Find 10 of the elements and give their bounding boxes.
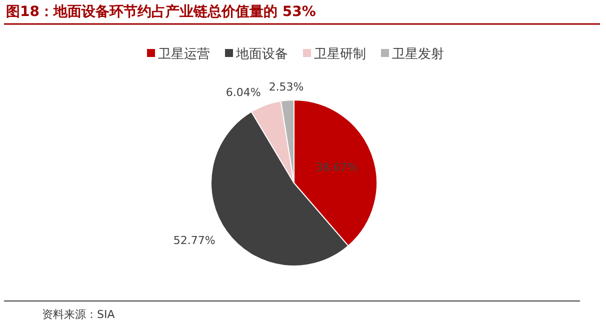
data-label: 2.53% [268,80,304,94]
legend-label: 卫星运营 [158,47,210,62]
legend-label: 卫星发射 [392,47,444,62]
data-label: 6.04% [226,86,261,99]
legend-label: 地面设备 [235,47,288,62]
data-label: 52.77% [173,234,216,247]
data-label: 38.67% [316,161,358,174]
chart-title: 图18：地面设备环节约占产业链总价值量的 53% [6,3,316,20]
legend-label: 卫星研制 [314,47,366,62]
text: 资料来源：SIA [42,308,116,321]
